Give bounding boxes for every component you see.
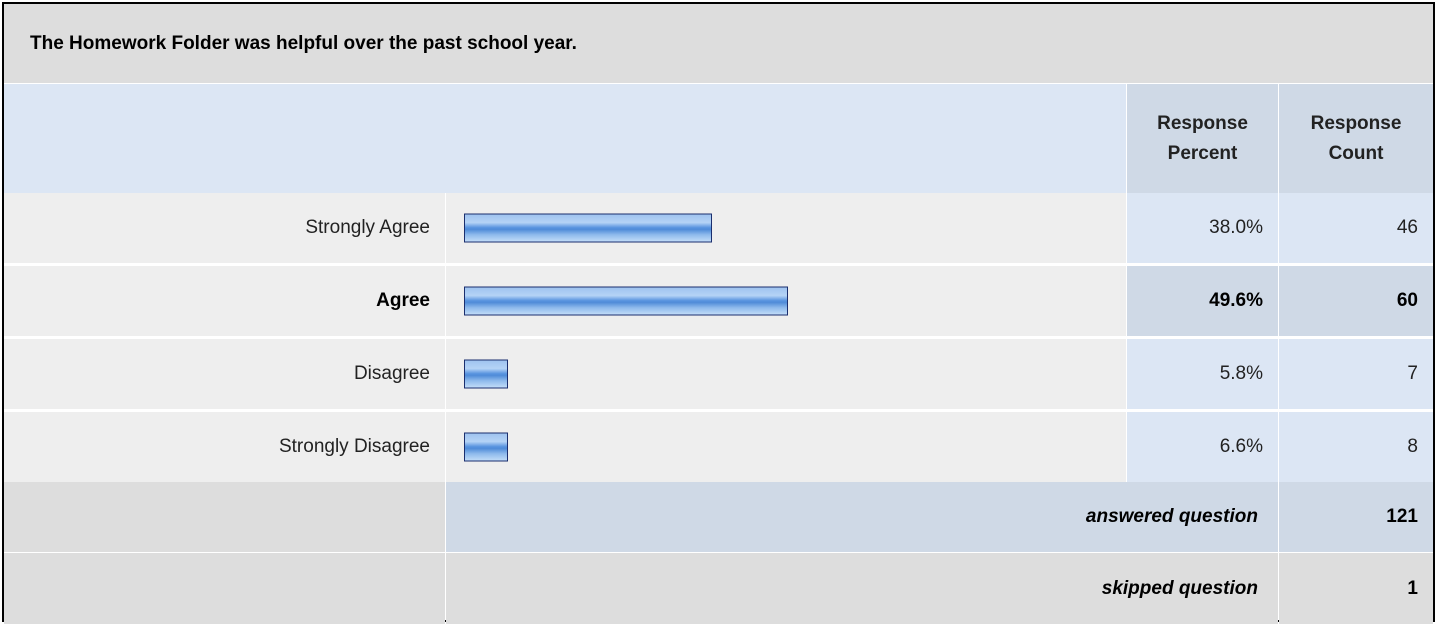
header-row: Response Percent Response Count: [4, 84, 1433, 193]
row-label: Strongly Agree: [4, 193, 445, 263]
answered-value: 121: [1279, 482, 1433, 552]
answered-label: answered question: [446, 482, 1278, 552]
bar-cell: [446, 339, 1126, 409]
bar-cell: [446, 193, 1126, 263]
row-count: 8: [1279, 412, 1433, 482]
skipped-row: skipped question 1: [4, 553, 1433, 624]
bar-cell: [446, 412, 1126, 482]
row-label: Agree: [4, 266, 445, 336]
title-row: The Homework Folder was helpful over the…: [4, 4, 1433, 84]
table-row: Disagree 5.8% 7: [4, 339, 1433, 409]
skipped-blank: [4, 553, 445, 624]
row-label: Disagree: [4, 339, 445, 409]
row-count: 46: [1279, 193, 1433, 263]
bar-mark: [464, 286, 788, 316]
answered-blank: [4, 482, 445, 552]
header-response-percent: Response Percent: [1127, 84, 1278, 193]
row-percent: 6.6%: [1127, 412, 1278, 482]
row-count: 60: [1279, 266, 1433, 336]
skipped-label: skipped question: [446, 553, 1278, 624]
header-response-count: Response Count: [1279, 84, 1433, 193]
bar-mark: [464, 359, 508, 389]
answered-row: answered question 121: [4, 482, 1433, 552]
row-percent: 49.6%: [1127, 266, 1278, 336]
table-row: Strongly Disagree 6.6% 8: [4, 412, 1433, 482]
skipped-value: 1: [1279, 553, 1433, 624]
row-percent: 5.8%: [1127, 339, 1278, 409]
header-blank: [4, 84, 1126, 193]
bar-cell: [446, 266, 1126, 336]
header-response-percent-label: Response Percent: [1157, 112, 1248, 164]
row-count: 7: [1279, 339, 1433, 409]
row-label: Strongly Disagree: [4, 412, 445, 482]
table-row: Strongly Agree 38.0% 46: [4, 193, 1433, 263]
row-percent: 38.0%: [1127, 193, 1278, 263]
header-response-count-label: Response Count: [1310, 112, 1402, 164]
table-row: Agree 49.6% 60: [4, 266, 1433, 336]
question-title: The Homework Folder was helpful over the…: [30, 32, 577, 54]
bar-mark: [464, 213, 712, 243]
bar-mark: [464, 432, 508, 462]
